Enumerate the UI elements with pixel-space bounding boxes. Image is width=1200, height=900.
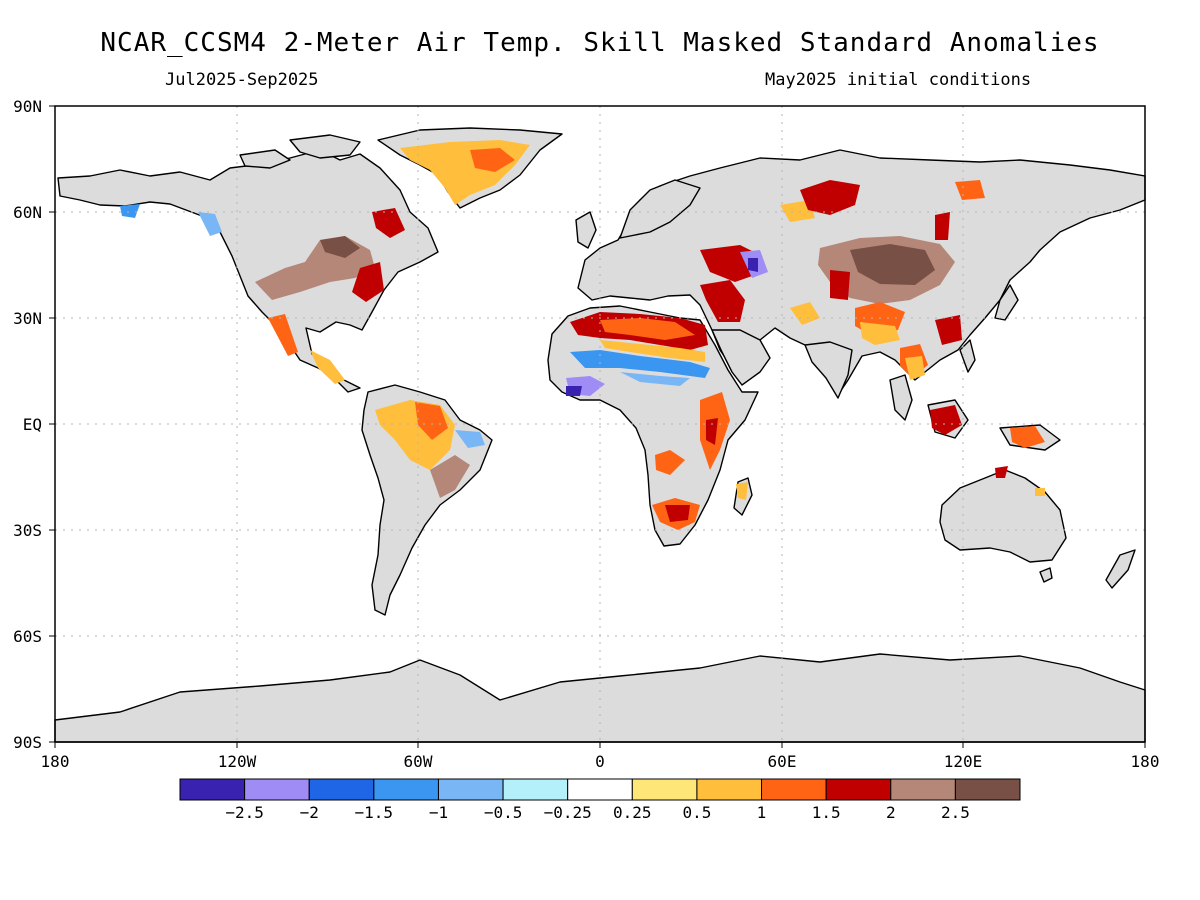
colorbar-swatch [567,778,633,801]
colorbar-swatch [373,778,439,801]
colorbar-swatch [696,778,763,801]
colorbar-swatch [244,778,310,801]
lon-label: 60W [404,752,433,771]
colorbar-labels: −2.5 −2 −1.5 −1 −0.5 −0.25 0.25 0.5 1 1.… [225,803,970,822]
lat-label: 90S [13,733,42,752]
colorbar-swatch [890,778,956,801]
lat-label: EQ [23,415,42,434]
colorbar-swatch [631,778,698,801]
anomaly-patches [120,140,1045,530]
latitude-labels: 90N 60N 30N EQ 30S 60S 90S [13,97,42,752]
lat-label: 60S [13,627,42,646]
lon-label: 0 [595,752,605,771]
colorbar-tick-label: −2.5 [225,803,264,822]
colorbar-tick-label: −1.5 [355,803,394,822]
lat-label: 30N [13,309,42,328]
australia [939,469,1067,563]
colorbar-swatch [761,778,827,801]
lon-label: 120W [218,752,257,771]
colorbar-tick-label: 0.25 [613,803,652,822]
gridlines [55,106,1145,742]
colorbar-tick-label: −2 [300,803,319,822]
lon-label: 120E [944,752,983,771]
colorbar [179,778,1021,801]
colorbar-tick-label: −0.25 [544,803,592,822]
colorbar-tick-label: 2.5 [941,803,970,822]
axis-ticks [49,105,1146,748]
colorbar-swatch [437,778,504,801]
colorbar-tick-label: 2 [886,803,896,822]
colorbar-tick-label: −1 [429,803,448,822]
lon-label: 60E [768,752,797,771]
colorbar-swatch [954,778,1021,801]
colorbar-tick-label: 0.5 [682,803,711,822]
lat-label: 90N [13,97,42,116]
lat-label: 60N [13,203,42,222]
south-america [361,384,493,616]
map-title: NCAR_CCSM4 2-Meter Air Temp. Skill Maske… [100,28,1100,58]
colorbar-swatch [825,778,892,801]
longitude-labels: 180 120W 60W 0 60E 120E 180 [41,752,1160,771]
colorbar-tick-label: −0.5 [484,803,523,822]
colorbar-swatch [179,778,246,801]
forecast-period: Jul2025-Sep2025 [165,70,319,90]
colorbar-tick-label: 1.5 [812,803,841,822]
lat-label: 30S [13,521,42,540]
colorbar-tick-label: 1 [757,803,767,822]
initial-conditions: May2025 initial conditions [765,70,1032,90]
colorbar-swatch [502,778,569,801]
colorbar-swatch [308,778,375,801]
lon-label: 180 [41,752,70,771]
lon-label: 180 [1131,752,1160,771]
